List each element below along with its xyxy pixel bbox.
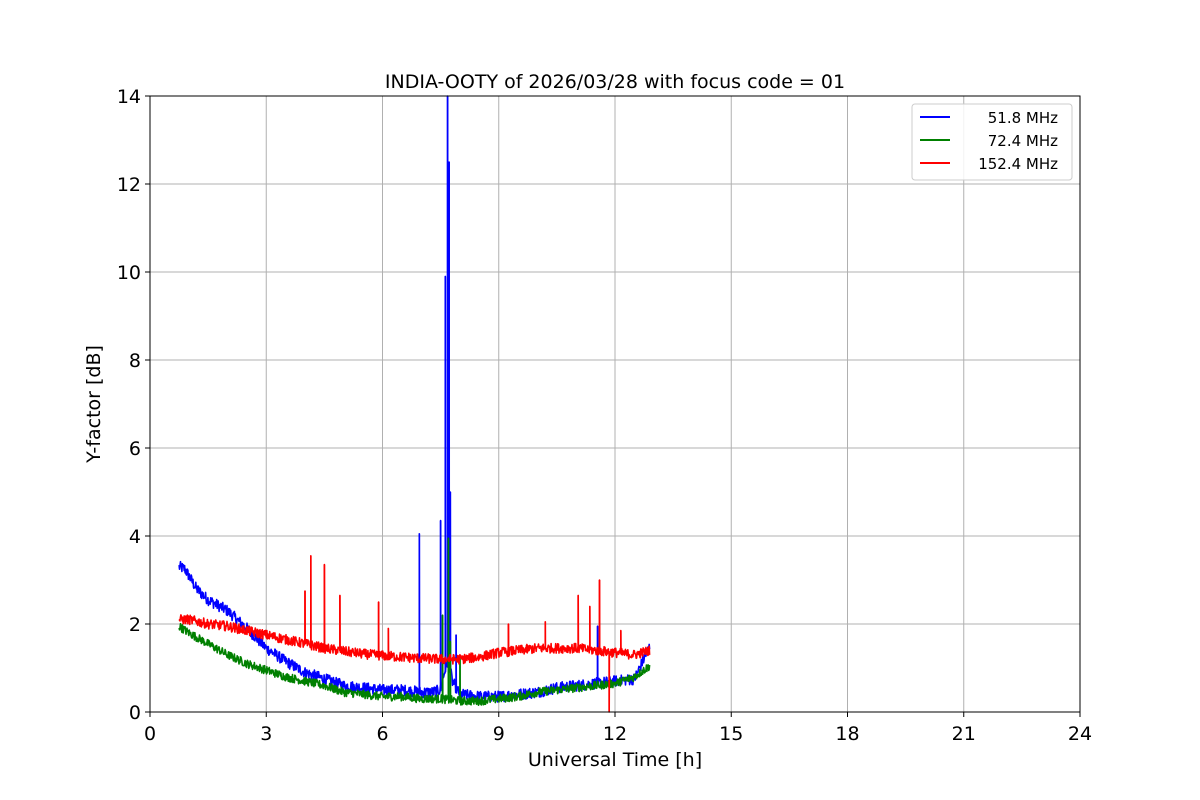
series-layer [178,95,651,713]
x-tick-label: 3 [260,723,272,745]
y-tick-label: 6 [129,438,141,460]
legend-label: 72.4 MHz [988,132,1058,150]
x-tick-label: 21 [952,723,976,745]
y-tick-label: 8 [129,350,141,372]
legend-label: 152.4 MHz [978,155,1058,173]
x-axis-label: Universal Time [h] [528,749,702,771]
y-tick-label: 10 [117,262,141,284]
y-tick-label: 2 [129,614,141,636]
y-tick-label: 14 [117,86,141,108]
x-tick-label: 6 [376,723,388,745]
x-tick-label: 15 [719,723,743,745]
x-tick-label: 12 [603,723,627,745]
series-line [178,555,651,713]
y-axis-label: Y-factor [dB] [83,345,105,464]
y-tick-label: 12 [117,174,141,196]
legend: 51.8 MHz 72.4 MHz 152.4 MHz [911,103,1073,181]
series-line [178,537,651,706]
legend-label: 51.8 MHz [988,109,1058,127]
x-tick-label: 24 [1068,723,1092,745]
x-tick-label: 9 [493,723,505,745]
y-tick-label: 0 [129,702,141,724]
series-2 [178,555,651,713]
chart-title: INDIA-OOTY of 2026/03/28 with focus code… [385,71,845,93]
legend-box [911,103,1073,181]
y-tick-label: 4 [129,526,141,548]
x-tick-label: 0 [144,723,156,745]
x-tick-label: 18 [835,723,859,745]
